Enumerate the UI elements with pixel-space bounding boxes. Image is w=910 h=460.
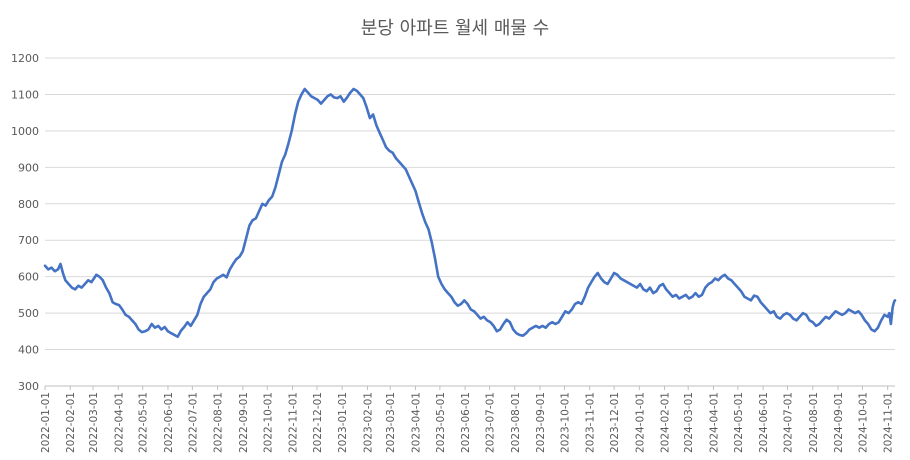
x-tick-label: 2023-03-01 — [385, 392, 397, 453]
y-tick-label: 300 — [18, 380, 39, 393]
x-tick-label: 2024-01-01 — [634, 392, 646, 453]
y-tick-label: 400 — [18, 344, 39, 357]
x-tick-label: 2024-09-01 — [833, 392, 845, 453]
x-tick-label: 2023-04-01 — [410, 392, 422, 453]
y-tick-label: 1000 — [11, 125, 39, 138]
x-tick-label: 2024-11-01 — [883, 392, 895, 453]
x-tick-label: 2022-11-01 — [288, 392, 300, 453]
x-tick-label: 2023-09-01 — [535, 392, 547, 453]
x-tick-label: 2022-09-01 — [238, 392, 250, 453]
x-tick-label: 2024-02-01 — [660, 392, 672, 453]
x-tick-label: 2022-04-01 — [113, 392, 125, 453]
x-tick-label: 2023-10-01 — [559, 392, 571, 453]
x-tick-label: 2024-05-01 — [733, 392, 745, 453]
x-tick-label: 2023-08-01 — [510, 392, 522, 453]
x-tick-label: 2024-04-01 — [708, 392, 720, 453]
y-tick-label: 900 — [18, 161, 39, 174]
x-tick-label: 2022-02-01 — [65, 392, 77, 453]
x-tick-label: 2022-05-01 — [138, 392, 150, 453]
x-tick-label: 2024-06-01 — [758, 392, 770, 453]
x-tick-label: 2022-06-01 — [163, 392, 175, 453]
x-tick-label: 2022-01-01 — [40, 392, 52, 453]
x-tick-label: 2022-08-01 — [213, 392, 225, 453]
x-tick-label: 2022-03-01 — [88, 392, 100, 453]
x-tick-label: 2024-08-01 — [808, 392, 820, 453]
x-tick-label: 2022-10-01 — [262, 392, 274, 453]
x-tick-label: 2023-05-01 — [435, 392, 447, 453]
x-tick-label: 2023-01-01 — [337, 392, 349, 453]
x-tick-label: 2023-12-01 — [609, 392, 621, 453]
x-tick-label: 2022-07-01 — [187, 392, 199, 453]
y-tick-label: 700 — [18, 234, 39, 247]
x-tick-label: 2022-12-01 — [312, 392, 324, 453]
x-tick-label: 2023-11-01 — [585, 392, 597, 453]
x-tick-label: 2024-03-01 — [683, 392, 695, 453]
x-tick-label: 2023-07-01 — [485, 392, 497, 453]
x-tick-label: 2024-10-01 — [857, 392, 869, 453]
x-tick-label: 2024-07-01 — [783, 392, 795, 453]
y-tick-label: 500 — [18, 307, 39, 320]
x-tick-label: 2023-02-01 — [362, 392, 374, 453]
chart-title: 분당 아파트 월세 매물 수 — [360, 18, 550, 39]
y-tick-label: 800 — [18, 198, 39, 211]
series-line — [43, 87, 897, 339]
y-tick-label: 1200 — [11, 52, 39, 65]
y-tick-label: 600 — [18, 271, 39, 284]
y-tick-label: 1100 — [11, 88, 39, 101]
x-tick-label: 2023-06-01 — [460, 392, 472, 453]
